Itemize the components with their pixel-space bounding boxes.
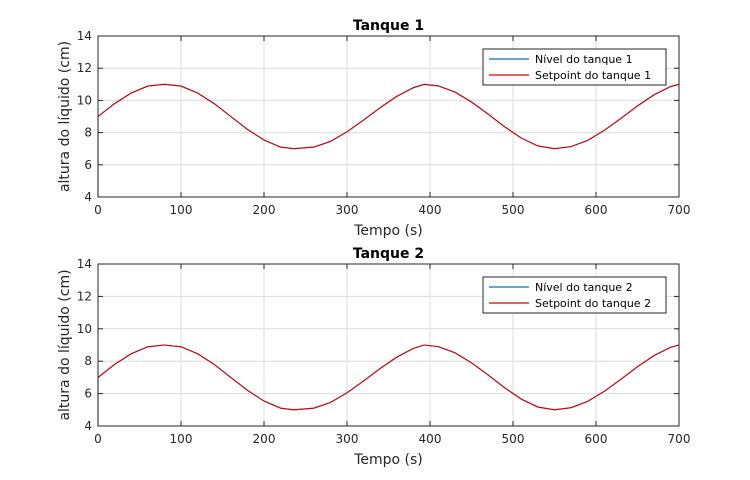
x-tick-label: 700	[668, 432, 691, 446]
y-tick-label: 10	[77, 93, 92, 107]
legend: Nível do tanque 1 Setpoint do tanque 1	[482, 48, 667, 86]
y-tick-label: 10	[77, 322, 92, 336]
x-tick-label: 700	[668, 203, 691, 217]
y-tick-label: 14	[77, 29, 92, 43]
y-tick-label: 8	[84, 126, 92, 140]
y-axis-label: altura do líquido (cm)	[57, 41, 73, 192]
x-tick-label: 200	[253, 432, 276, 446]
y-tick-label: 8	[84, 354, 92, 368]
x-tick-label: 300	[336, 203, 359, 217]
y-tick-label: 14	[77, 257, 92, 271]
series-line-setpoint	[97, 344, 680, 411]
y-tick-label: 12	[77, 61, 92, 75]
legend-entry: Setpoint do tanque 1	[535, 69, 651, 82]
axes-frame	[97, 263, 680, 427]
x-tick-label: 100	[170, 432, 193, 446]
x-axis-label: Tempo (s)	[353, 452, 423, 468]
y-tick-label: 4	[84, 190, 92, 204]
chart-title: Tanque 1	[353, 18, 424, 34]
chart-tanque-2: 0 100 200 300 400 500 600 700 4 6 8 10 12 14 Tanque 2 T…	[57, 246, 690, 468]
x-tick-label: 400	[419, 432, 442, 446]
legend-entry: Nível do tanque 1	[535, 53, 633, 66]
y-tick-label: 6	[84, 158, 92, 172]
chart-title: Tanque 2	[353, 246, 424, 262]
chart-tanque-1: 0 100 200 300 400 500 600 700 4 6 8 10 12 14 Tanque 1 T…	[57, 18, 690, 239]
x-tick-label: 500	[502, 432, 525, 446]
x-tick-label: 400	[419, 203, 442, 217]
y-axis-label: altura do líquido (cm)	[57, 269, 73, 420]
legend-box	[482, 276, 667, 314]
series-line-setpoint	[97, 83, 680, 150]
x-tick-label: 600	[585, 432, 608, 446]
x-tick-label: 100	[170, 203, 193, 217]
y-tick-label: 12	[77, 289, 92, 303]
x-axis-label: Tempo (s)	[353, 223, 423, 239]
y-tick-label: 4	[84, 419, 92, 433]
legend-box	[482, 48, 667, 86]
x-tick-label: 600	[585, 203, 608, 217]
x-tick-label: 300	[336, 432, 359, 446]
x-tick-label: 500	[502, 203, 525, 217]
legend-entry: Nível do tanque 2	[535, 281, 633, 294]
x-tick-label: 0	[94, 203, 102, 217]
y-tick-label: 6	[84, 387, 92, 401]
legend: Nível do tanque 2 Setpoint do tanque 2	[482, 276, 667, 314]
x-tick-label: 0	[94, 432, 102, 446]
x-tick-label: 200	[253, 203, 276, 217]
legend-entry: Setpoint do tanque 2	[535, 297, 651, 310]
axes-frame	[97, 35, 680, 198]
